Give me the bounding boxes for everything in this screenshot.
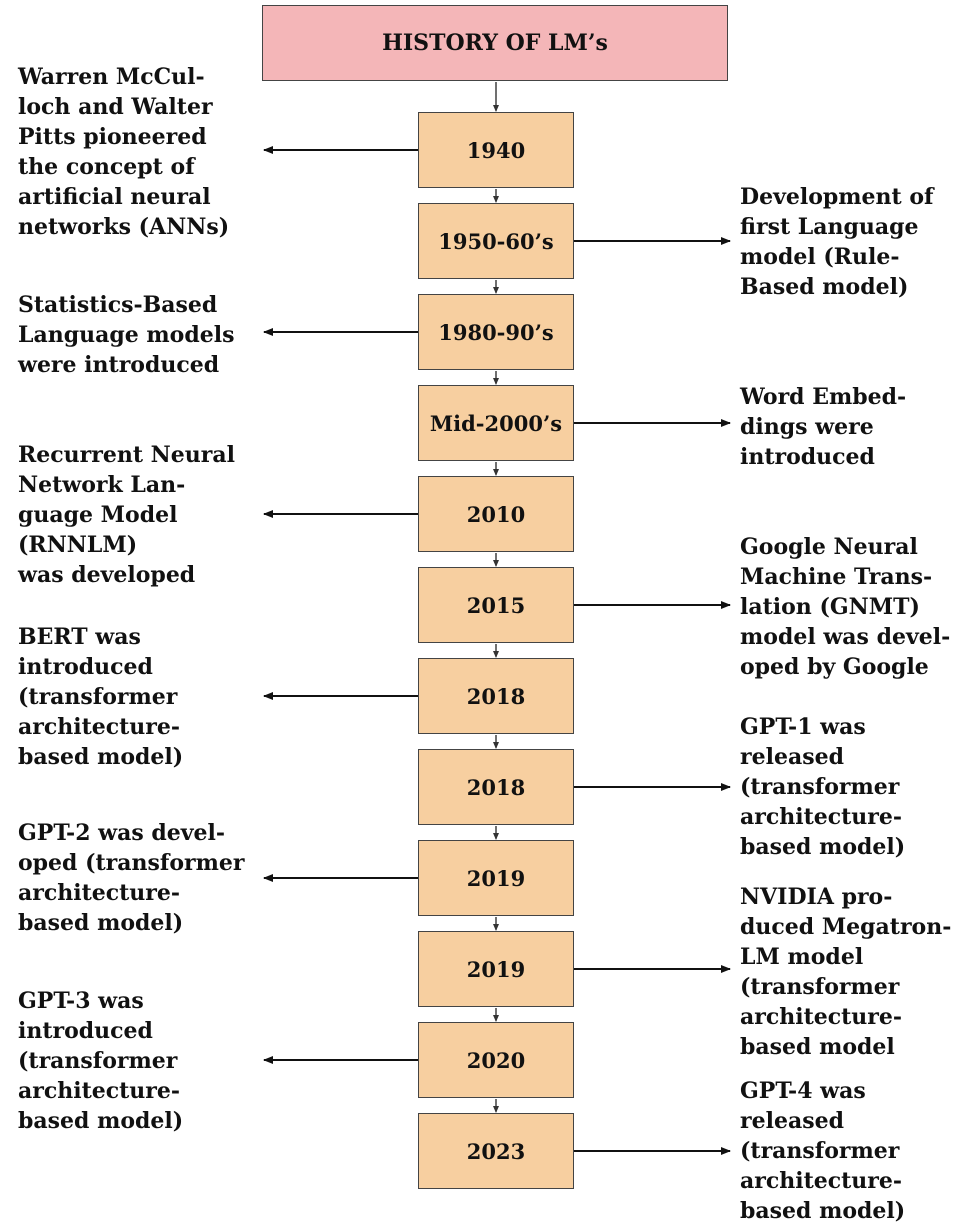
milestone-note: GPT-1 was released (transformer architec… xyxy=(740,714,906,860)
year-box: 2010 xyxy=(418,476,574,552)
year-box: 2019 xyxy=(418,931,574,1007)
milestone-note: Statistics-Based Language models were in… xyxy=(18,292,235,378)
milestone-note: Recurrent Neural Network Lan- guage Mode… xyxy=(18,442,235,588)
year-box: 2020 xyxy=(418,1022,574,1098)
milestone-note: Word Embed- dings were introduced xyxy=(740,384,907,470)
milestone-note: Development of first Language model (Rul… xyxy=(740,184,934,300)
milestone-note: BERT was introduced (transformer archite… xyxy=(18,624,184,770)
milestone-note: GPT-3 was introduced (transformer archit… xyxy=(18,988,184,1134)
year-box: Mid-2000’s xyxy=(418,385,574,461)
year-box: 2018 xyxy=(418,658,574,734)
year-box: 2015 xyxy=(418,567,574,643)
milestone-note: GPT-4 was released (transformer architec… xyxy=(740,1078,906,1224)
year-box: 1950-60’s xyxy=(418,203,574,279)
milestone-note: Warren McCul- loch and Walter Pitts pion… xyxy=(18,64,230,240)
milestone-note: NVIDIA pro- duced Megatron- LM model (tr… xyxy=(740,884,952,1060)
milestone-note: Google Neural Machine Trans- lation (GNM… xyxy=(740,534,951,680)
year-box: 1980-90’s xyxy=(418,294,574,370)
year-box: 2018 xyxy=(418,749,574,825)
year-box: 2023 xyxy=(418,1113,574,1189)
title-box: HISTORY OF LM’s xyxy=(262,5,728,81)
year-box: 2019 xyxy=(418,840,574,916)
year-box: 1940 xyxy=(418,112,574,188)
milestone-note: GPT-2 was devel- oped (transformer archi… xyxy=(18,820,245,936)
